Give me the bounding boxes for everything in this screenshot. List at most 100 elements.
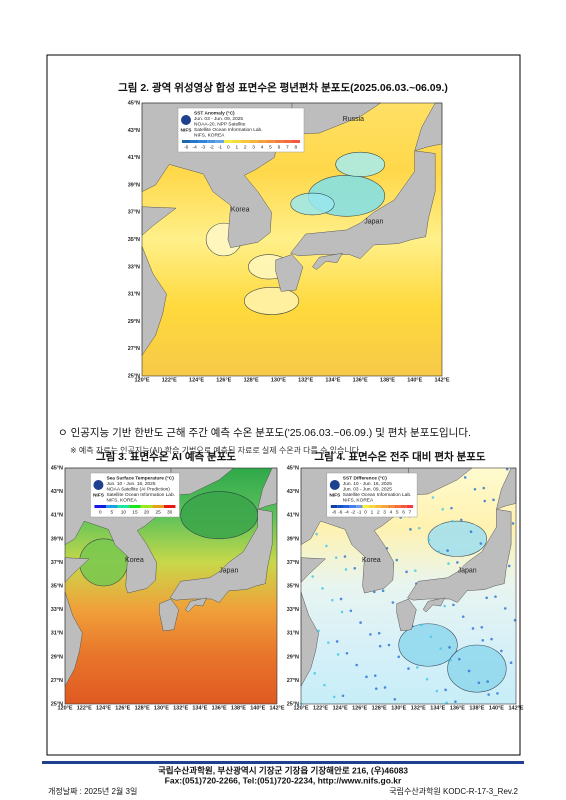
lon-label: 132°E	[411, 705, 426, 711]
scale-cell	[349, 505, 357, 508]
scale-cell	[356, 505, 363, 508]
land	[275, 254, 304, 292]
lat-label: 45°N	[128, 100, 140, 106]
sea-dot	[425, 677, 429, 681]
scale-cell	[129, 505, 141, 508]
sea-dot	[486, 680, 489, 683]
lat-label: 29°N	[287, 654, 299, 660]
lon-label: 126°E	[216, 377, 231, 383]
sea-dot	[349, 609, 353, 613]
scale-cell	[400, 505, 407, 508]
sea-dot	[482, 486, 486, 490]
sea-dot	[481, 638, 485, 642]
lat-label: 39°N	[287, 536, 299, 542]
scale-label: -1	[357, 509, 362, 515]
scale-cell	[257, 140, 267, 143]
sea-dot	[494, 595, 497, 598]
lat-label: 27°N	[128, 346, 140, 352]
sea-dot	[511, 522, 515, 525]
sea-dot	[409, 528, 412, 531]
lon-label: 130°E	[271, 377, 286, 383]
lat-label: 35°N	[287, 583, 299, 589]
legend-line: Jun. 10 - Jun. 16, 2025	[106, 481, 155, 487]
lon-label: 122°E	[313, 705, 328, 711]
map-frame	[300, 467, 517, 705]
sea-dot	[507, 564, 511, 568]
scale-label: -6	[184, 144, 189, 150]
lat-label: 29°N	[128, 319, 140, 325]
lon-label: 132°E	[173, 705, 188, 711]
lat-label: 41°N	[128, 155, 140, 161]
scale-label: -1	[218, 144, 223, 150]
sea-dot	[480, 626, 484, 629]
scale-label: 2	[377, 509, 380, 515]
land	[159, 598, 179, 632]
lon-label: 134°E	[192, 705, 207, 711]
scale-cell	[375, 505, 382, 508]
logo	[181, 115, 191, 125]
sea-dot	[341, 694, 345, 698]
lat-label: 27°N	[51, 678, 63, 684]
scale-cell	[291, 140, 300, 143]
sea-dot	[372, 590, 376, 594]
sea-dot	[340, 610, 344, 614]
footer-contact: Fax:(051)720-2266, Tel:(051)720-2234, ht…	[165, 775, 402, 785]
place-label: Japan	[219, 568, 238, 575]
lon-label: 142°E	[434, 377, 449, 383]
sea-patch	[290, 192, 335, 216]
revision-date: 개정날짜 : 2025년 2월 3일	[48, 786, 137, 796]
sea-dot	[443, 604, 446, 608]
scale-cell	[224, 140, 233, 143]
sea-dot	[500, 649, 503, 653]
lat-label: 35°N	[128, 237, 140, 243]
sea-dot	[463, 476, 467, 479]
scale-label: 5	[110, 509, 113, 515]
sea-dot	[397, 655, 401, 659]
land	[312, 252, 343, 270]
lon-label: 122°E	[77, 705, 92, 711]
lat-label: 43°N	[128, 128, 140, 134]
sea-dot	[496, 692, 499, 695]
lon-label: 126°E	[115, 705, 130, 711]
lon-label: 130°E	[391, 705, 406, 711]
lon-label: 140°E	[250, 705, 265, 711]
scale-label: 8	[294, 144, 297, 150]
lat-label: 31°N	[128, 292, 140, 298]
scale-cell	[94, 505, 107, 508]
logo	[329, 480, 340, 490]
scale-cell	[406, 505, 414, 508]
lat-label: 33°N	[287, 607, 299, 613]
scale-cell	[362, 505, 369, 508]
legend-line: Jun. 03 - Jun. 09, 2025	[343, 486, 392, 492]
footer-address: 국립수산과학원, 부산광역시 기장군 기장읍 기장해안로 216, (우)460…	[158, 765, 408, 775]
sea-dot	[327, 641, 330, 644]
sea-dot	[477, 681, 481, 685]
document-code: 국립수산과학원 KODC-R-17-3_Rev.2	[389, 786, 518, 796]
lat-label: 37°N	[287, 560, 299, 566]
place-label: Japan	[364, 219, 383, 226]
sea-dot	[313, 672, 316, 675]
scale-label: 5	[269, 144, 272, 150]
scale-label: 30	[167, 509, 173, 515]
scale-label: -4	[193, 144, 198, 150]
lon-label: 136°E	[212, 705, 227, 711]
scale-cell	[117, 505, 130, 508]
sea-dot	[343, 555, 347, 558]
lon-label: 122°E	[162, 377, 177, 383]
legend-line: Satellite Ocean Information Lab.	[194, 127, 263, 133]
scale-cell	[232, 140, 241, 143]
scale-label: -4	[344, 509, 349, 515]
lat-label: 35°N	[51, 583, 63, 589]
figure-caption: 그림 4. 표면수온 전주 대비 편차 분포도	[314, 450, 485, 463]
scale-label: 0	[99, 509, 102, 515]
lat-label: 41°N	[287, 513, 299, 519]
sea-dot	[393, 697, 397, 701]
lon-label: 120°E	[57, 705, 72, 711]
lat-label: 45°N	[51, 465, 63, 471]
sea-dot	[452, 603, 455, 607]
scale-label: 25	[155, 509, 161, 515]
lat-label: 39°N	[51, 536, 63, 542]
sea-dot	[439, 647, 443, 650]
legend-line: NIFS, KOREA	[343, 497, 374, 503]
sea-dot	[485, 596, 488, 600]
